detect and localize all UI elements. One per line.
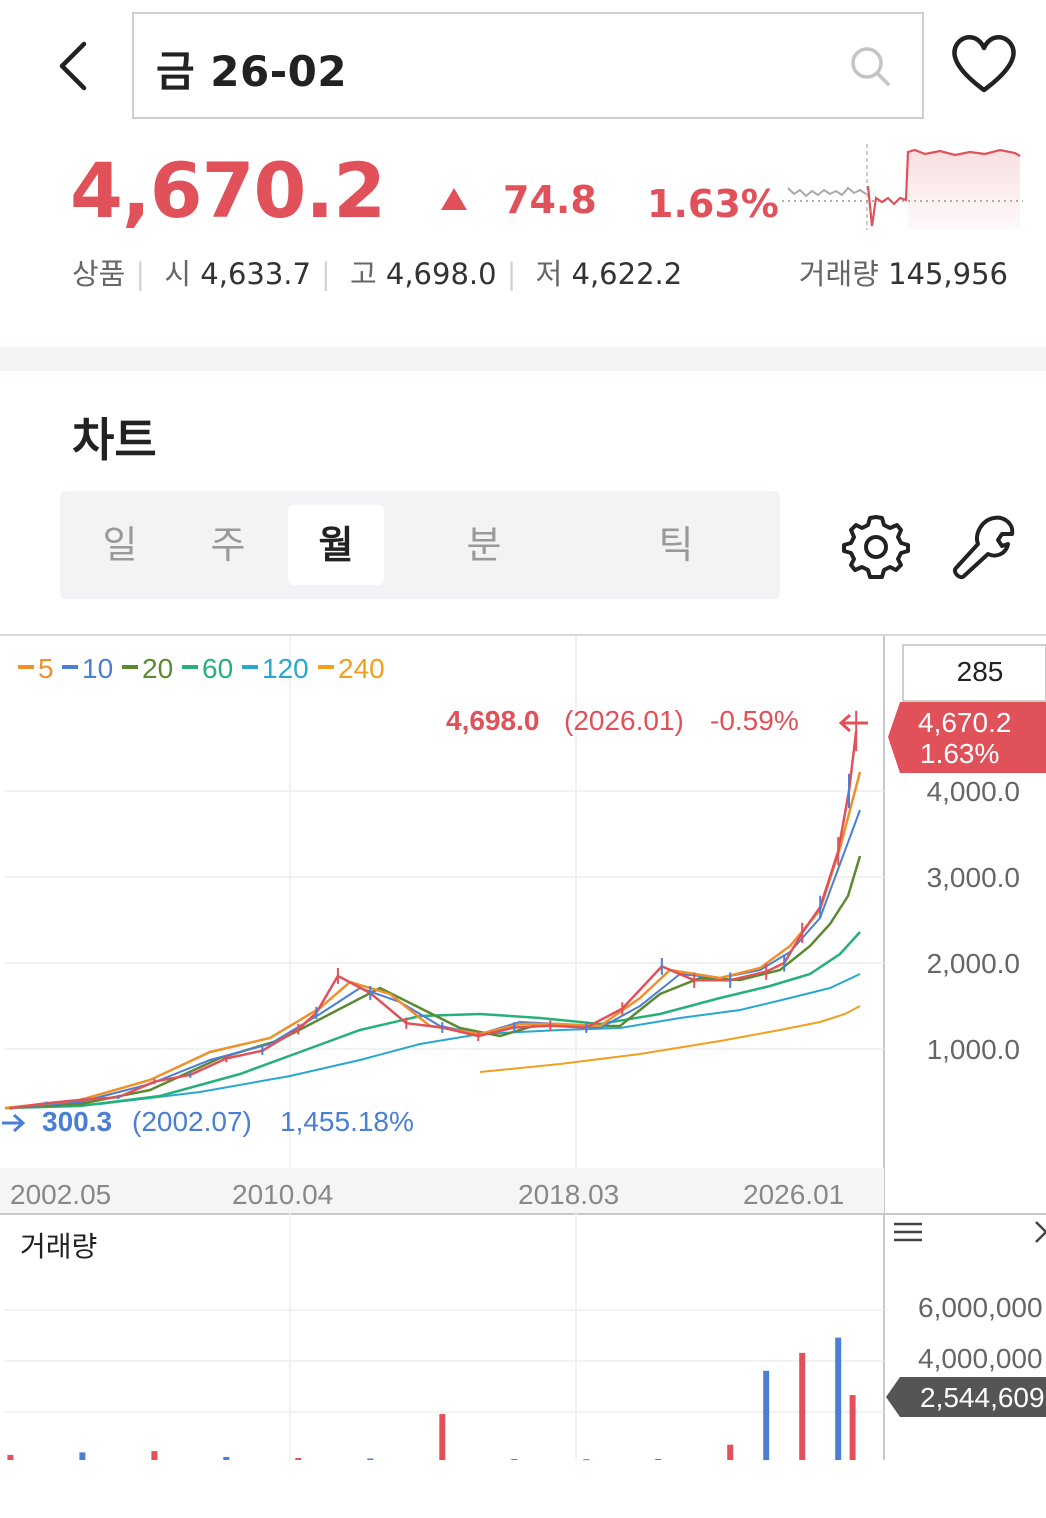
date-x-tick: 2010.04 <box>232 1179 333 1210</box>
date-x-tick: 2002.05 <box>10 1179 111 1210</box>
price-change: 74.8 <box>503 178 597 222</box>
high-marker-percent: -0.59% <box>710 705 799 736</box>
ma-legend: 5 10 20 60 120 240 <box>18 653 385 684</box>
volume-label: 거래량 <box>798 257 879 291</box>
volume-bar <box>763 1370 770 1461</box>
search-icon[interactable] <box>848 44 892 88</box>
chevron-left-icon <box>59 41 87 91</box>
volume-bar <box>511 1459 518 1460</box>
search-query-text: 금 26-02 <box>156 47 348 96</box>
current-price-tag <box>888 702 1046 773</box>
volume-value: 145,956 <box>888 257 1008 291</box>
close-icon[interactable] <box>1035 1221 1046 1243</box>
intraday-sparkline <box>782 144 1023 230</box>
price-y-tick: 2,000.0 <box>927 948 1020 979</box>
volume-bar <box>367 1458 374 1460</box>
volume-bar <box>727 1444 734 1460</box>
tab-tick[interactable]: 틱 <box>658 523 694 567</box>
low-marker-date: (2002.07) <box>132 1106 252 1137</box>
product-type: 상품 <box>72 257 126 291</box>
volume-bar <box>151 1451 158 1460</box>
chart-tools-button[interactable] <box>950 512 1018 580</box>
volume-current-tag <box>886 1377 1046 1417</box>
low-marker-percent: 1,455.18% <box>280 1106 414 1137</box>
price-y-tick: 3,000.0 <box>927 862 1020 893</box>
price-change-percent: 1.63% <box>647 182 779 226</box>
high-marker-date: (2026.01) <box>564 705 684 736</box>
low-value: 4,622.2 <box>571 257 683 291</box>
volume-bar <box>799 1352 806 1460</box>
volume-bar <box>223 1456 230 1460</box>
volume-y-tick: 4,000,000 <box>918 1343 1043 1374</box>
tab-minute[interactable]: 분 <box>466 523 502 567</box>
chart-settings-button[interactable] <box>842 512 910 580</box>
date-x-axis: 2002.05 2010.04 2018.03 2026.01 <box>10 1179 844 1210</box>
ma-legend-label-5: 5 <box>38 653 54 684</box>
low-marker-arrow-icon <box>2 1113 26 1133</box>
volume-y-tick: 6,000,000 <box>918 1292 1043 1323</box>
volume-bar <box>439 1414 446 1460</box>
tab-week[interactable]: 주 <box>210 523 246 567</box>
ma-line-10 <box>4 809 861 1109</box>
ma-line-120 <box>4 973 861 1109</box>
current-tag-percent: 1.63% <box>920 738 999 769</box>
tab-day[interactable]: 일 <box>102 523 138 567</box>
low-label: 저 <box>535 257 563 291</box>
volume-bars <box>7 1337 856 1461</box>
ma-legend-label-240: 240 <box>338 653 385 684</box>
high-marker-arrow-icon <box>838 713 868 733</box>
price-line <box>10 730 858 1110</box>
volume-y-axis: 6,000,000 4,000,000 <box>918 1292 1043 1374</box>
date-x-tick: 2018.03 <box>518 1179 619 1210</box>
count-box[interactable] <box>902 644 1046 702</box>
volume-bar <box>655 1459 662 1460</box>
price-y-axis: 4,000.0 3,000.0 2,000.0 1,000.0 <box>927 776 1020 1065</box>
count-box-value: 285 <box>957 656 1004 687</box>
ma-legend-label-60: 60 <box>202 653 233 684</box>
low-marker-value: 300.3 <box>42 1106 112 1137</box>
favorite-button[interactable] <box>948 30 1020 96</box>
volume-bar <box>295 1458 302 1460</box>
wrench-icon <box>953 515 1015 579</box>
up-arrow-icon <box>441 188 467 210</box>
volume-bar <box>79 1452 86 1460</box>
search-input[interactable]: 금 26-02 <box>132 12 924 119</box>
back-button[interactable] <box>50 36 100 96</box>
price-summary: 상품 | 시 4,633.7 | 고 4,698.0 | 저 4,622.2 <box>72 257 683 291</box>
volume-bar <box>849 1395 856 1460</box>
tab-month[interactable]: 월 <box>288 505 384 585</box>
ma-line-5 <box>4 771 862 1110</box>
ma-legend-label-10: 10 <box>82 653 113 684</box>
price-chart-area[interactable]: 5 10 20 60 120 240 4,698.0 (2026.01) -0.59% 3… <box>0 634 1046 1518</box>
price-y-tick: 4,000.0 <box>927 776 1020 807</box>
section-divider <box>0 347 1046 371</box>
volume-bar <box>7 1454 14 1460</box>
date-x-tick: 2026.01 <box>743 1179 844 1210</box>
gear-icon <box>842 515 910 579</box>
price-chart-svg: 5 10 20 60 120 240 4,698.0 (2026.01) -0.59% 3… <box>0 634 1046 1461</box>
volume-bar <box>583 1459 590 1461</box>
ma-line-240 <box>479 1005 861 1073</box>
heart-icon <box>952 35 1016 93</box>
chart-section-title: 차트 <box>72 413 157 467</box>
price-series <box>9 710 858 1110</box>
price-y-tick: 1,000.0 <box>927 1034 1020 1065</box>
high-label: 고 <box>349 257 377 291</box>
ma-legend-label-120: 120 <box>262 653 309 684</box>
current-price: 4,670.2 <box>70 146 386 235</box>
volume-bar <box>835 1337 842 1460</box>
ma-legend-label-20: 20 <box>142 653 173 684</box>
open-value: 4,633.7 <box>200 257 311 291</box>
volume-summary: 거래량 145,956 <box>799 251 1008 293</box>
high-value: 4,698.0 <box>385 257 497 291</box>
volume-current-tag-value: 2,544,609 <box>920 1382 1045 1413</box>
hamburger-icon[interactable] <box>894 1222 922 1242</box>
volume-chart-title: 거래량 <box>20 1231 97 1262</box>
period-tabs: 일 주 월 분 틱 <box>60 491 780 599</box>
high-marker-value: 4,698.0 <box>446 705 539 736</box>
ma-line-20 <box>4 855 862 1110</box>
current-tag-value: 4,670.2 <box>918 707 1011 738</box>
open-label: 시 <box>164 257 192 291</box>
ma-line-60 <box>4 931 861 1110</box>
